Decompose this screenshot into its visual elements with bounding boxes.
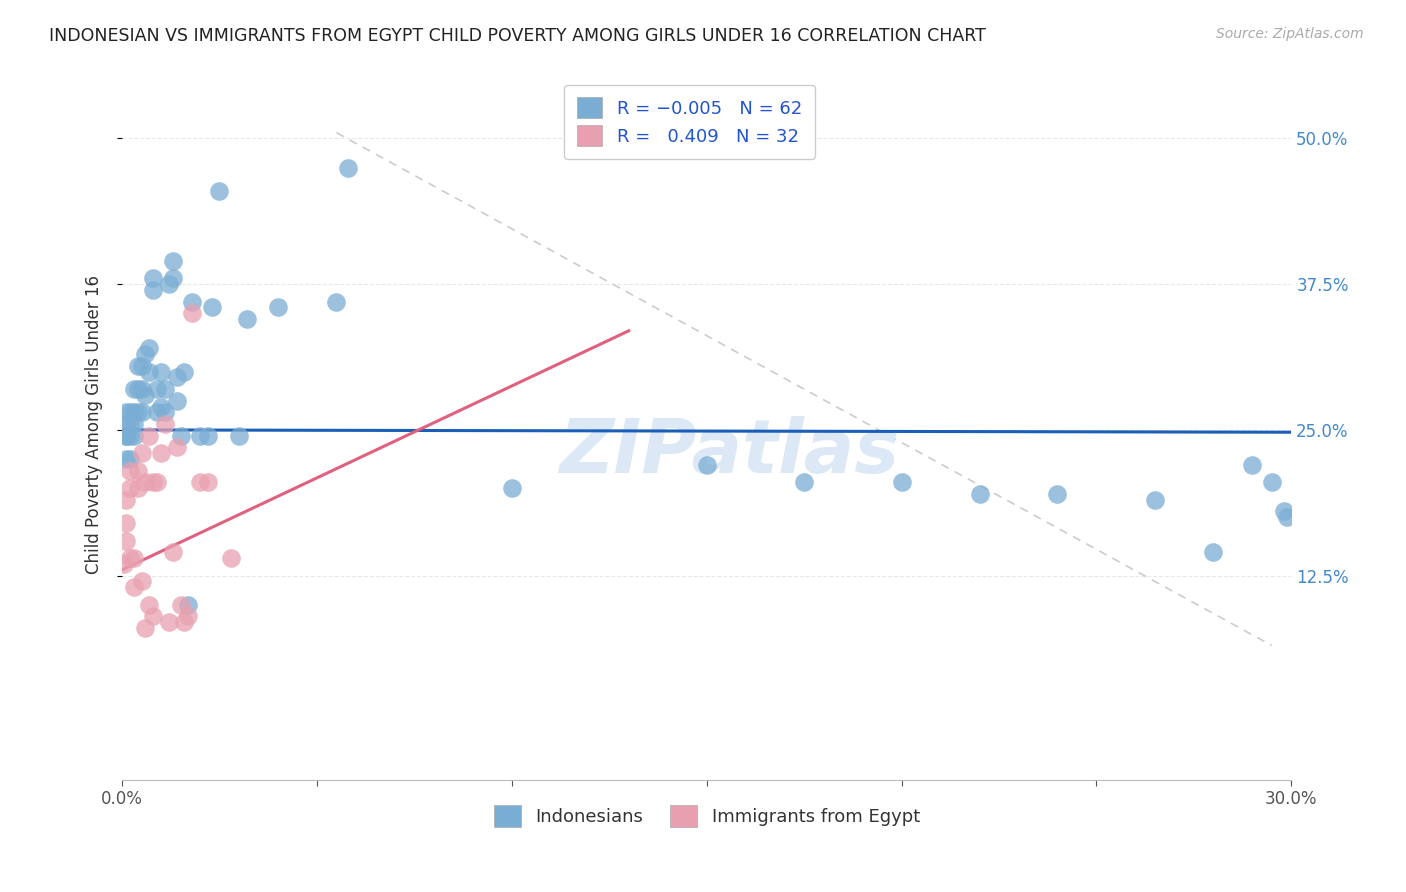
Point bbox=[969, 487, 991, 501]
Point bbox=[142, 271, 165, 285]
Point bbox=[337, 161, 360, 175]
Point bbox=[146, 382, 169, 396]
Text: INDONESIAN VS IMMIGRANTS FROM EGYPT CHILD POVERTY AMONG GIRLS UNDER 16 CORRELATI: INDONESIAN VS IMMIGRANTS FROM EGYPT CHIL… bbox=[49, 27, 986, 45]
Point bbox=[890, 475, 912, 490]
Point bbox=[131, 405, 153, 419]
Point bbox=[188, 428, 211, 442]
Point bbox=[142, 283, 165, 297]
Point bbox=[115, 452, 138, 467]
Point bbox=[153, 382, 176, 396]
Point bbox=[166, 370, 188, 384]
Point bbox=[228, 428, 250, 442]
Point bbox=[118, 428, 141, 442]
Point bbox=[197, 475, 219, 490]
Point bbox=[1277, 510, 1299, 524]
Point bbox=[118, 452, 141, 467]
Point bbox=[1143, 492, 1166, 507]
Point bbox=[138, 598, 160, 612]
Point bbox=[219, 551, 242, 566]
Point bbox=[173, 365, 195, 379]
Point bbox=[131, 446, 153, 460]
Point bbox=[793, 475, 815, 490]
Point bbox=[115, 405, 138, 419]
Point bbox=[197, 428, 219, 442]
Point bbox=[127, 382, 149, 396]
Point bbox=[162, 253, 184, 268]
Point bbox=[134, 347, 156, 361]
Point bbox=[142, 475, 165, 490]
Point bbox=[157, 277, 180, 292]
Point bbox=[118, 551, 141, 566]
Point bbox=[153, 405, 176, 419]
Point bbox=[115, 417, 138, 431]
Point bbox=[236, 312, 259, 326]
Point bbox=[166, 393, 188, 408]
Point bbox=[131, 382, 153, 396]
Point bbox=[131, 359, 153, 373]
Point bbox=[696, 458, 718, 472]
Point bbox=[1046, 487, 1069, 501]
Point bbox=[122, 405, 145, 419]
Point bbox=[162, 271, 184, 285]
Point bbox=[138, 341, 160, 355]
Point bbox=[325, 294, 347, 309]
Point bbox=[150, 365, 173, 379]
Point bbox=[134, 621, 156, 635]
Text: ZIPatlas: ZIPatlas bbox=[560, 416, 900, 489]
Point bbox=[115, 533, 138, 548]
Point bbox=[118, 481, 141, 495]
Point bbox=[501, 481, 523, 495]
Legend: Indonesians, Immigrants from Egypt: Indonesians, Immigrants from Egypt bbox=[486, 798, 927, 835]
Point bbox=[112, 557, 135, 571]
Point bbox=[122, 417, 145, 431]
Point bbox=[127, 464, 149, 478]
Point bbox=[138, 428, 160, 442]
Point bbox=[188, 475, 211, 490]
Point bbox=[127, 481, 149, 495]
Y-axis label: Child Poverty Among Girls Under 16: Child Poverty Among Girls Under 16 bbox=[86, 275, 103, 574]
Point bbox=[169, 428, 191, 442]
Point bbox=[118, 405, 141, 419]
Point bbox=[169, 598, 191, 612]
Point bbox=[150, 446, 173, 460]
Point bbox=[150, 400, 173, 414]
Point bbox=[134, 475, 156, 490]
Point bbox=[181, 306, 204, 320]
Point bbox=[166, 441, 188, 455]
Point bbox=[115, 492, 138, 507]
Point bbox=[1202, 545, 1225, 559]
Point bbox=[122, 580, 145, 594]
Point bbox=[208, 184, 231, 198]
Point bbox=[118, 464, 141, 478]
Point bbox=[127, 359, 149, 373]
Point bbox=[131, 574, 153, 589]
Point bbox=[146, 405, 169, 419]
Point bbox=[201, 301, 224, 315]
Point bbox=[122, 428, 145, 442]
Point bbox=[181, 294, 204, 309]
Point bbox=[267, 301, 290, 315]
Point bbox=[1241, 458, 1264, 472]
Point bbox=[122, 551, 145, 566]
Point bbox=[138, 365, 160, 379]
Point bbox=[115, 428, 138, 442]
Point bbox=[157, 615, 180, 630]
Point bbox=[1261, 475, 1284, 490]
Point bbox=[1272, 504, 1295, 518]
Point bbox=[142, 609, 165, 624]
Point bbox=[177, 609, 200, 624]
Text: Source: ZipAtlas.com: Source: ZipAtlas.com bbox=[1216, 27, 1364, 41]
Point bbox=[162, 545, 184, 559]
Point bbox=[127, 405, 149, 419]
Point bbox=[115, 516, 138, 530]
Point bbox=[146, 475, 169, 490]
Point bbox=[118, 417, 141, 431]
Point bbox=[173, 615, 195, 630]
Point bbox=[134, 388, 156, 402]
Point bbox=[122, 382, 145, 396]
Point bbox=[177, 598, 200, 612]
Point bbox=[115, 428, 138, 442]
Point bbox=[153, 417, 176, 431]
